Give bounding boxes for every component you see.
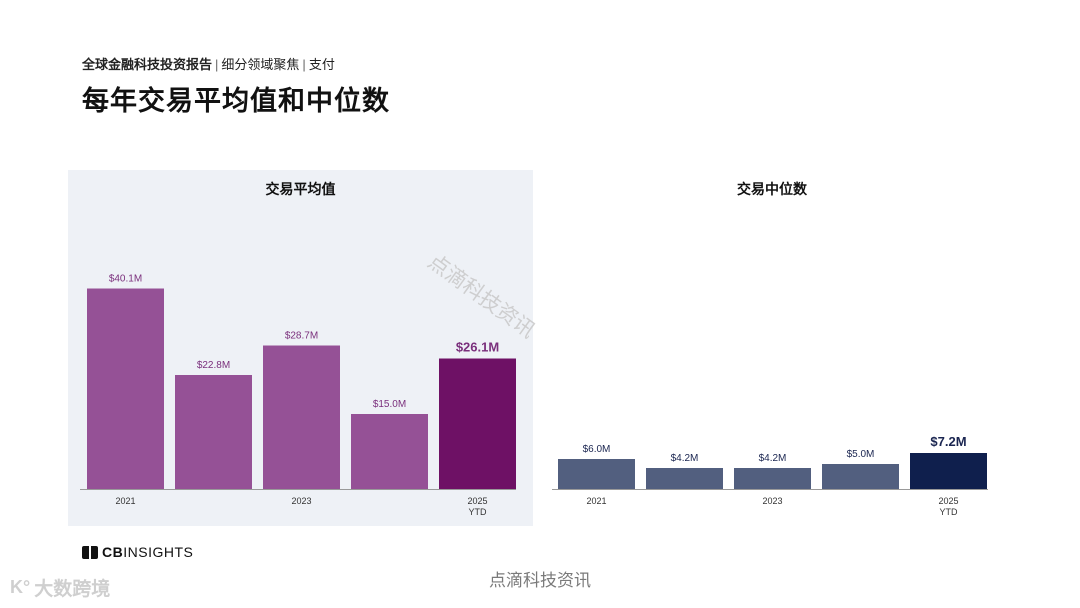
- breadcrumb-separator: |: [215, 57, 219, 72]
- page-title: 每年交易平均值和中位数: [82, 86, 390, 116]
- median-bar-2021: [558, 459, 635, 489]
- average-chart-title: 交易平均值: [265, 181, 336, 197]
- avg-tick-label: YTD: [469, 507, 488, 517]
- median-bar-2025-ytd: [910, 453, 987, 489]
- breadcrumb-separator: |: [302, 57, 306, 72]
- median-tick-label: 2021: [586, 496, 606, 506]
- avg-bar-2022: [175, 375, 252, 489]
- breadcrumb-section[interactable]: 细分领域聚焦: [221, 57, 300, 72]
- header: 全球金融科技投资报告 | 细分领域聚焦 | 支付 每年交易平均值和中位数: [82, 54, 390, 118]
- avg-bar-2024: [351, 414, 428, 489]
- cbinsights-logo-icon: [82, 545, 98, 559]
- logo-text-bold: CB: [102, 544, 124, 560]
- median-tick-label: 2023: [762, 496, 782, 506]
- avg-value-label: $15.0M: [373, 399, 406, 410]
- median-bar-2022: [646, 468, 723, 489]
- median-tick-label: 2025: [938, 496, 958, 506]
- watermark-bottom: 点滴科技资讯: [489, 571, 591, 591]
- brand-mark-icon: K°: [10, 577, 31, 597]
- breadcrumb: 全球金融科技投资报告 | 细分领域聚焦 | 支付: [82, 54, 390, 73]
- median-value-label: $4.2M: [671, 453, 699, 464]
- avg-bar-2025-ytd: [439, 358, 516, 489]
- cbinsights-logo: CBINSIGHTS: [82, 544, 193, 560]
- median-bar-2024: [822, 464, 899, 489]
- watermark-brand: K° 大数跨境: [10, 574, 110, 601]
- avg-value-label: $28.7M: [285, 331, 318, 342]
- avg-bar-2023: [263, 345, 340, 489]
- median-tick-label: YTD: [940, 507, 959, 517]
- watermark-brand-text: 大数跨境: [34, 579, 111, 600]
- avg-value-label: $40.1M: [109, 274, 142, 285]
- breadcrumb-report[interactable]: 全球金融科技投资报告: [82, 57, 213, 72]
- avg-value-label: $22.8M: [197, 360, 230, 371]
- avg-bar-2021: [87, 288, 164, 489]
- median-value-label: $4.2M: [759, 453, 787, 464]
- median-chart-title: 交易中位数: [737, 181, 807, 197]
- avg-tick-label: 2021: [115, 496, 135, 506]
- breadcrumb-topic[interactable]: 支付: [308, 57, 335, 72]
- median-value-label: $6.0M: [583, 444, 611, 455]
- avg-tick-label: 2025: [467, 496, 487, 506]
- median-bar-2023: [734, 468, 811, 489]
- avg-value-label: $26.1M: [456, 340, 499, 355]
- median-value-label: $7.2M: [930, 434, 966, 449]
- logo-text: INSIGHTS: [123, 544, 194, 560]
- avg-tick-label: 2023: [291, 496, 311, 506]
- median-value-label: $5.0M: [847, 449, 875, 460]
